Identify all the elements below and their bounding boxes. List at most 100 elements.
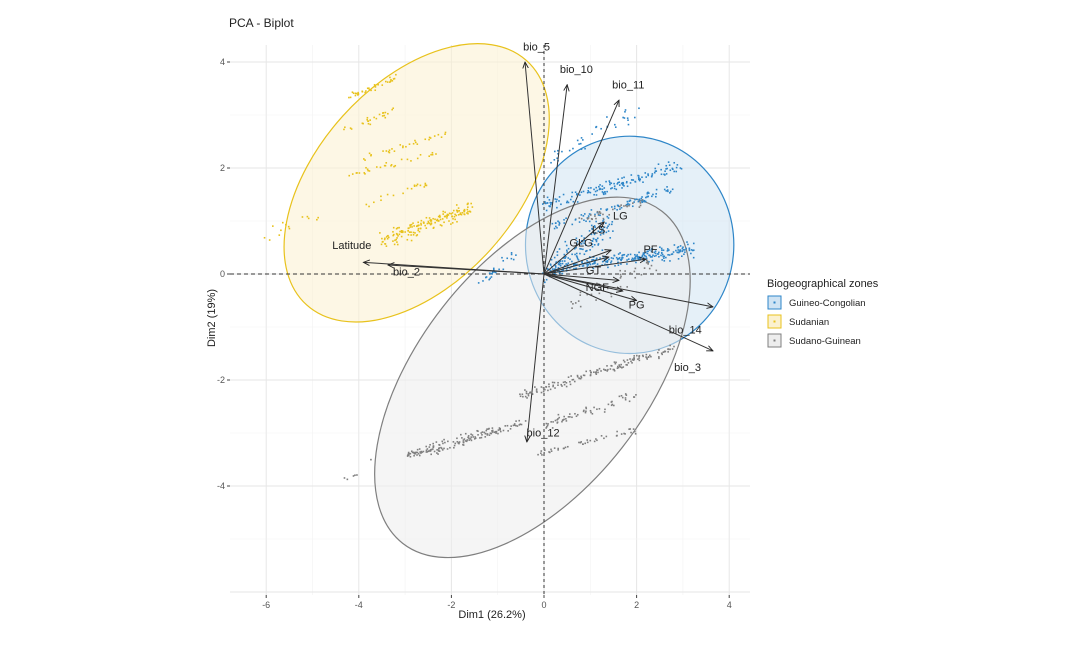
data-point	[587, 189, 589, 192]
arrow-pg	[543, 273, 637, 301]
data-point	[612, 257, 615, 260]
data-point	[583, 409, 585, 412]
data-point	[645, 176, 647, 178]
data-point	[427, 221, 430, 224]
data-point	[368, 205, 370, 208]
data-point	[558, 416, 561, 419]
data-point	[425, 184, 427, 187]
data-point	[634, 258, 637, 260]
data-point	[586, 441, 589, 444]
data-point	[581, 240, 584, 243]
data-point	[638, 179, 641, 182]
data-point	[565, 381, 568, 384]
data-point	[540, 386, 543, 388]
data-point	[677, 251, 679, 254]
data-point	[429, 449, 432, 451]
data-point	[416, 234, 419, 236]
data-point	[434, 221, 436, 224]
data-point	[440, 447, 443, 450]
data-point	[583, 213, 586, 215]
data-point	[400, 235, 403, 238]
data-point	[463, 208, 466, 211]
data-point	[612, 208, 614, 211]
data-point	[574, 302, 577, 304]
data-point	[588, 191, 590, 193]
data-point	[602, 193, 605, 196]
data-point	[612, 230, 614, 232]
data-point	[619, 269, 622, 272]
data-point	[634, 198, 636, 201]
data-point	[567, 257, 570, 259]
data-point	[621, 258, 623, 260]
data-point	[560, 203, 562, 206]
data-point	[640, 273, 643, 276]
data-point	[653, 255, 656, 257]
data-point	[507, 430, 509, 432]
data-point	[614, 123, 616, 126]
data-point	[617, 204, 620, 207]
data-point	[648, 260, 650, 263]
data-point	[626, 203, 629, 206]
data-point	[541, 272, 544, 275]
data-point	[579, 294, 582, 296]
data-point	[589, 374, 592, 377]
data-point	[558, 224, 560, 226]
data-point	[368, 152, 371, 155]
data-point	[595, 220, 597, 223]
data-point	[614, 264, 616, 267]
data-point	[624, 393, 627, 395]
data-point	[666, 248, 669, 250]
data-point	[602, 192, 605, 194]
data-point	[565, 255, 567, 258]
data-point	[516, 425, 519, 427]
data-point	[431, 448, 434, 450]
data-point	[450, 223, 452, 225]
data-point	[490, 432, 493, 435]
data-point	[432, 217, 434, 220]
data-point	[621, 254, 623, 257]
data-point	[499, 430, 502, 433]
data-point	[586, 263, 589, 265]
data-point	[569, 258, 571, 261]
data-point	[574, 412, 576, 415]
data-point	[557, 447, 559, 450]
data-point	[636, 254, 639, 256]
data-point	[407, 452, 410, 455]
data-point	[436, 218, 439, 221]
data-point	[634, 256, 637, 258]
data-point	[381, 84, 384, 86]
data-point	[432, 445, 435, 447]
data-point	[556, 206, 558, 209]
data-point	[567, 376, 570, 379]
data-point	[658, 251, 660, 254]
data-point	[509, 428, 512, 430]
data-point	[456, 437, 458, 440]
data-point	[563, 253, 566, 256]
data-point	[580, 248, 583, 250]
data-point	[428, 136, 431, 139]
variable-label: GT	[586, 265, 602, 277]
data-point	[381, 237, 383, 240]
data-point	[681, 255, 683, 258]
data-point	[626, 200, 629, 203]
data-point	[654, 195, 657, 198]
data-point	[629, 253, 632, 256]
data-point	[518, 424, 521, 426]
variable-label: bio_11	[612, 80, 644, 92]
data-point	[524, 389, 526, 391]
data-point	[584, 147, 586, 150]
data-point	[473, 438, 476, 440]
data-point	[575, 246, 577, 249]
arrow-bio-3	[543, 273, 713, 351]
data-point	[548, 383, 550, 386]
data-point	[344, 126, 346, 129]
data-point	[425, 227, 428, 229]
variable-label: bio_5	[523, 41, 550, 53]
data-point	[644, 200, 647, 203]
x-tick-label: 0	[541, 600, 546, 610]
data-point	[367, 122, 370, 125]
data-point	[541, 203, 544, 205]
data-point	[634, 432, 637, 435]
data-point	[520, 423, 523, 426]
data-point	[601, 249, 604, 252]
